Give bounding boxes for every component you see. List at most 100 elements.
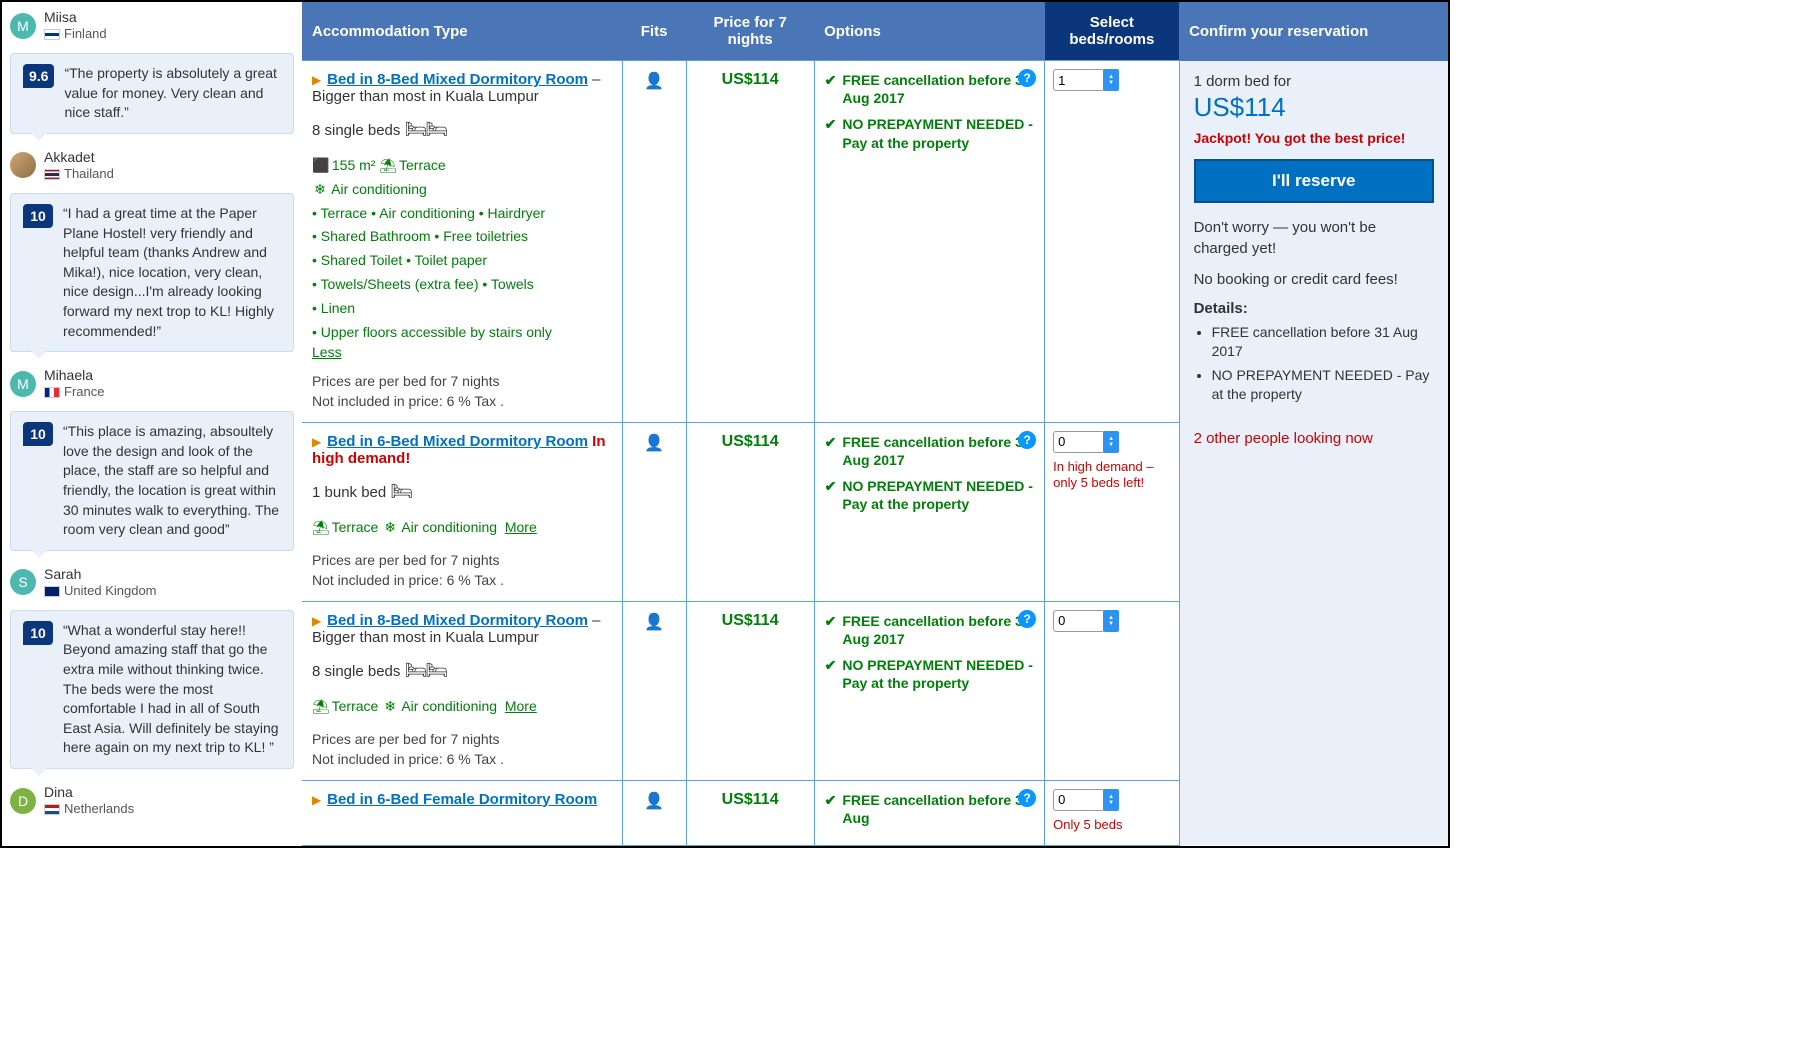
option-free-cancel: ✔FREE cancellation before 31 Aug [825,791,1034,827]
person-icon: 👤 [644,435,664,452]
price-cell: US$114 [686,780,814,845]
reviewer-country: Thailand [44,166,114,183]
bed-icon: 🛏 [390,481,411,501]
caret-icon: ▶ [312,793,321,807]
help-icon[interactable]: ? [1018,610,1036,628]
ac-icon: ❄ [382,695,398,719]
review-text: “What a wonderful stay here!! Beyond ama… [63,621,281,758]
flag-icon [44,387,60,398]
reviewer-row: M Mihaela France [10,360,294,407]
review-score: 10 [23,422,53,446]
feature-bullets: • Terrace • Air conditioning • Hairdryer… [312,202,612,345]
th-price: Price for 7 nights [686,2,814,61]
quantity-select[interactable] [1053,431,1105,453]
help-icon[interactable]: ? [1018,69,1036,87]
reviewer-name: Mihaela [44,366,104,384]
price-note: Prices are per bed for 7 nightsNot inclu… [312,551,612,590]
terrace-icon: ⛱ [312,516,328,540]
beds-line: 8 single beds 🛏🛏 [312,119,612,140]
review-text: “This place is amazing, absoultely love … [63,422,281,540]
toggle-features[interactable]: More [505,519,537,535]
caret-icon: ▶ [312,73,321,87]
avatar: D [10,788,36,814]
person-icon: 👤 [644,614,664,631]
check-icon: ✔ [825,433,837,469]
reserve-button[interactable]: I'll reserve [1194,159,1434,203]
avatar: M [10,13,36,39]
review-bubble: 10 “What a wonderful stay here!! Beyond … [10,610,294,769]
reviewer-country: France [44,384,104,401]
room-title-link[interactable]: Bed in 8-Bed Mixed Dormitory Room [327,612,588,629]
reviewer-country: United Kingdom [44,583,157,600]
caret-icon: ▶ [312,614,321,628]
details-list: FREE cancellation before 31 Aug 2017NO P… [1194,323,1434,405]
reviewer-country: Finland [44,26,107,43]
review-bubble: 9.6 “The property is absolutely a great … [10,53,294,134]
quantity-spinner[interactable] [1103,610,1119,632]
option-free-cancel: ✔FREE cancellation before 31 Aug 2017 [825,433,1034,469]
review-score: 9.6 [23,64,54,88]
bed-icon: 🛏🛏 [405,660,447,680]
reviewer-row: M Miisa Finland [10,2,294,49]
caret-icon: ▶ [312,435,321,449]
review-text: “I had a great time at the Paper Plane H… [63,204,281,341]
avatar: S [10,569,36,595]
confirm-summary: 1 dorm bed for [1194,73,1434,90]
room-features: ⛱ Terrace ❄ Air conditioning More [312,516,612,540]
quantity-spinner[interactable] [1103,431,1119,453]
toggle-features[interactable]: More [505,698,537,714]
quantity-select[interactable] [1053,610,1105,632]
ac-icon: ❄ [312,178,328,202]
review-score: 10 [23,621,53,645]
check-icon: ✔ [825,477,837,513]
flag-icon [44,169,60,180]
details-item: NO PREPAYMENT NEEDED - Pay at the proper… [1212,366,1434,405]
reviewer-name: Akkadet [44,148,114,166]
bed-icon: 🛏🛏 [405,119,447,139]
rooms-table: Accommodation Type Fits Price for 7 nigh… [302,2,1448,846]
option-no-prepay: ✔NO PREPAYMENT NEEDED - Pay at the prope… [825,115,1034,151]
room-row: ▶ Bed in 8-Bed Mixed Dormitory Room – Bi… [302,61,1448,423]
room-title-link[interactable]: Bed in 8-Bed Mixed Dormitory Room [327,71,588,88]
flag-icon [44,29,60,40]
ac-icon: ❄ [382,516,398,540]
reviewer-row: Akkadet Thailand [10,142,294,189]
reviewer-name: Miisa [44,8,107,26]
help-icon[interactable]: ? [1018,431,1036,449]
reviewer-info: Sarah United Kingdom [44,565,157,600]
quantity-select[interactable] [1053,789,1105,811]
quantity-spinner[interactable] [1103,789,1119,811]
reviewer-info: Miisa Finland [44,8,107,43]
price-cell: US$114 [686,601,814,780]
beds-line: 8 single beds 🛏🛏 [312,660,612,681]
th-fits: Fits [622,2,686,61]
quantity-select[interactable] [1053,69,1105,91]
reviewer-info: Akkadet Thailand [44,148,114,183]
flag-icon [44,804,60,815]
reviews-column: M Miisa Finland 9.6 “The property is abs… [2,2,302,846]
reviewer-info: Mihaela France [44,366,104,401]
page-container: M Miisa Finland 9.6 “The property is abs… [0,0,1450,848]
terrace-icon: ⛱ [379,154,395,178]
th-select: Select beds/rooms [1045,2,1179,61]
review-bubble: 10 “I had a great time at the Paper Plan… [10,193,294,352]
check-icon: ✔ [825,612,837,648]
room-title-link[interactable]: Bed in 6-Bed Female Dormitory Room [327,791,597,808]
review-text: “The property is absolutely a great valu… [64,64,281,123]
help-icon[interactable]: ? [1018,789,1036,807]
review-bubble: 10 “This place is amazing, absoultely lo… [10,411,294,551]
th-options: Options [814,2,1044,61]
room-features: ⛱ Terrace ❄ Air conditioning More [312,695,612,719]
check-icon: ✔ [825,71,837,107]
select-warning: Only 5 beds [1053,817,1170,834]
room-title-link[interactable]: Bed in 6-Bed Mixed Dormitory Room [327,433,588,450]
check-icon: ✔ [825,791,837,827]
option-free-cancel: ✔FREE cancellation before 31 Aug 2017 [825,612,1034,648]
quantity-spinner[interactable] [1103,69,1119,91]
rooms-table-wrap: Accommodation Type Fits Price for 7 nigh… [302,2,1448,846]
select-warning: In high demand – only 5 beds left! [1053,459,1170,493]
price-cell: US$114 [686,422,814,601]
reviewer-name: Sarah [44,565,157,583]
toggle-features[interactable]: Less [312,344,342,360]
confirm-note-1: Don't worry — you won't be charged yet! [1194,217,1434,259]
